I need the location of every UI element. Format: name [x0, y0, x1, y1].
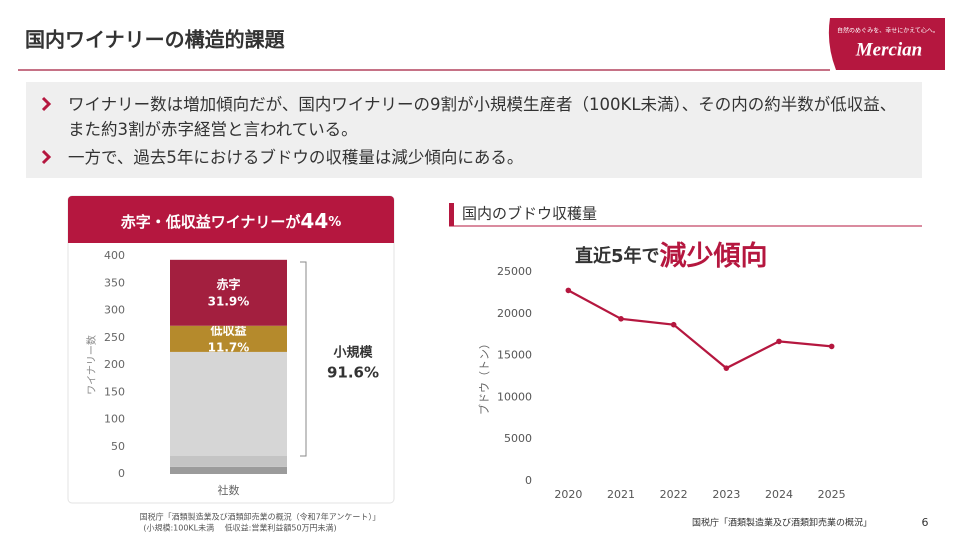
- y-axis-label: ワイナリー数: [85, 335, 98, 395]
- point: [670, 321, 677, 328]
- x-tick-label: 2024: [765, 488, 793, 501]
- y-tick-label: 350: [104, 276, 125, 289]
- chart-title-bar: [449, 203, 454, 226]
- logo: Mercian: [855, 39, 923, 60]
- x-tick-label: 2022: [660, 488, 688, 501]
- headline-unit: %: [328, 215, 341, 230]
- bracket-value: 91.6%: [327, 364, 379, 382]
- y-tick-label: 20000: [497, 307, 532, 320]
- bar-segment: [170, 456, 287, 467]
- y-axis-label: ブドウ（トン）: [477, 338, 491, 415]
- chevron: [41, 149, 52, 165]
- logo-bg: [828, 18, 945, 70]
- bar-segment: [170, 259, 287, 326]
- y-tick-label: 5000: [504, 432, 532, 445]
- y-tick-label: 400: [104, 249, 125, 262]
- y-tick-label: 300: [104, 304, 125, 317]
- chart-title: 国内のブドウ収穫量: [462, 205, 597, 223]
- y-tick-label: 0: [118, 467, 125, 480]
- y-tick-label: 100: [104, 413, 125, 426]
- point: [828, 343, 835, 350]
- point: [618, 316, 624, 322]
- source: 国税庁「酒類製造業及び酒類卸売業の概況（令和7年アンケート）」: [140, 512, 381, 522]
- source: 国税庁「酒類製造業及び酒類卸売業の概況」: [692, 517, 872, 529]
- bullet: 一方で、過去5年におけるブドウの収穫量は減少傾向にある。: [68, 148, 524, 167]
- x-tick-label: 社数: [218, 483, 240, 497]
- panel-headline: 赤字・低収益ワイナリーが44%: [121, 209, 342, 233]
- segment-label: 赤字: [216, 276, 240, 291]
- y-tick-label: 250: [104, 331, 125, 344]
- headline-text: 赤字・低収益ワイナリーが: [121, 213, 302, 231]
- y-tick-label: 0: [525, 474, 532, 487]
- y-tick-label: 50: [111, 440, 125, 453]
- point: [723, 365, 730, 371]
- x-tick-label: 2020: [554, 488, 582, 501]
- bracket-label: 小規模: [333, 345, 373, 361]
- source-note: (小規模:100KL未満 低収益:営業利益額50万円未満): [143, 523, 336, 533]
- bullet-box: [26, 82, 922, 178]
- segment-share: 31.9%: [208, 294, 250, 308]
- annotation: 直近5年で減少傾向: [575, 240, 768, 272]
- y-tick-label: 25000: [497, 265, 532, 278]
- annotation-emphasis: 減少傾向: [660, 240, 768, 272]
- bracket: [300, 261, 307, 457]
- line: [567, 289, 832, 370]
- panel-header: [68, 196, 394, 243]
- logo-tagline: 自然のめぐみを、幸せにかえて心へ。: [837, 27, 939, 35]
- annotation-text: 直近5年で: [575, 245, 660, 267]
- slide-title: 国内ワイナリーの構造的課題: [25, 28, 286, 52]
- y-tick-label: 15000: [497, 349, 532, 362]
- y-tick-label: 200: [104, 358, 125, 371]
- point: [565, 287, 572, 294]
- bar-segment: [170, 325, 287, 352]
- y-tick-label: 150: [104, 385, 125, 398]
- bar-segment: [170, 351, 287, 457]
- point: [776, 338, 782, 345]
- segment-label: 低収益: [209, 322, 246, 337]
- chevron: [41, 96, 52, 112]
- segment-share: 11.7%: [208, 340, 250, 354]
- x-tick-label: 2025: [818, 488, 846, 501]
- x-tick-label: 2023: [712, 488, 740, 501]
- y-tick-label: 10000: [497, 390, 532, 403]
- bar-segment: [170, 466, 287, 474]
- x-tick-label: 2021: [607, 488, 635, 501]
- bullet: ワイナリー数は増加傾向だが、国内ワイナリーの9割が小規模生産者（100KL未満）…: [68, 95, 897, 139]
- headline-value: 44: [300, 209, 328, 233]
- page-number: 6: [922, 516, 929, 529]
